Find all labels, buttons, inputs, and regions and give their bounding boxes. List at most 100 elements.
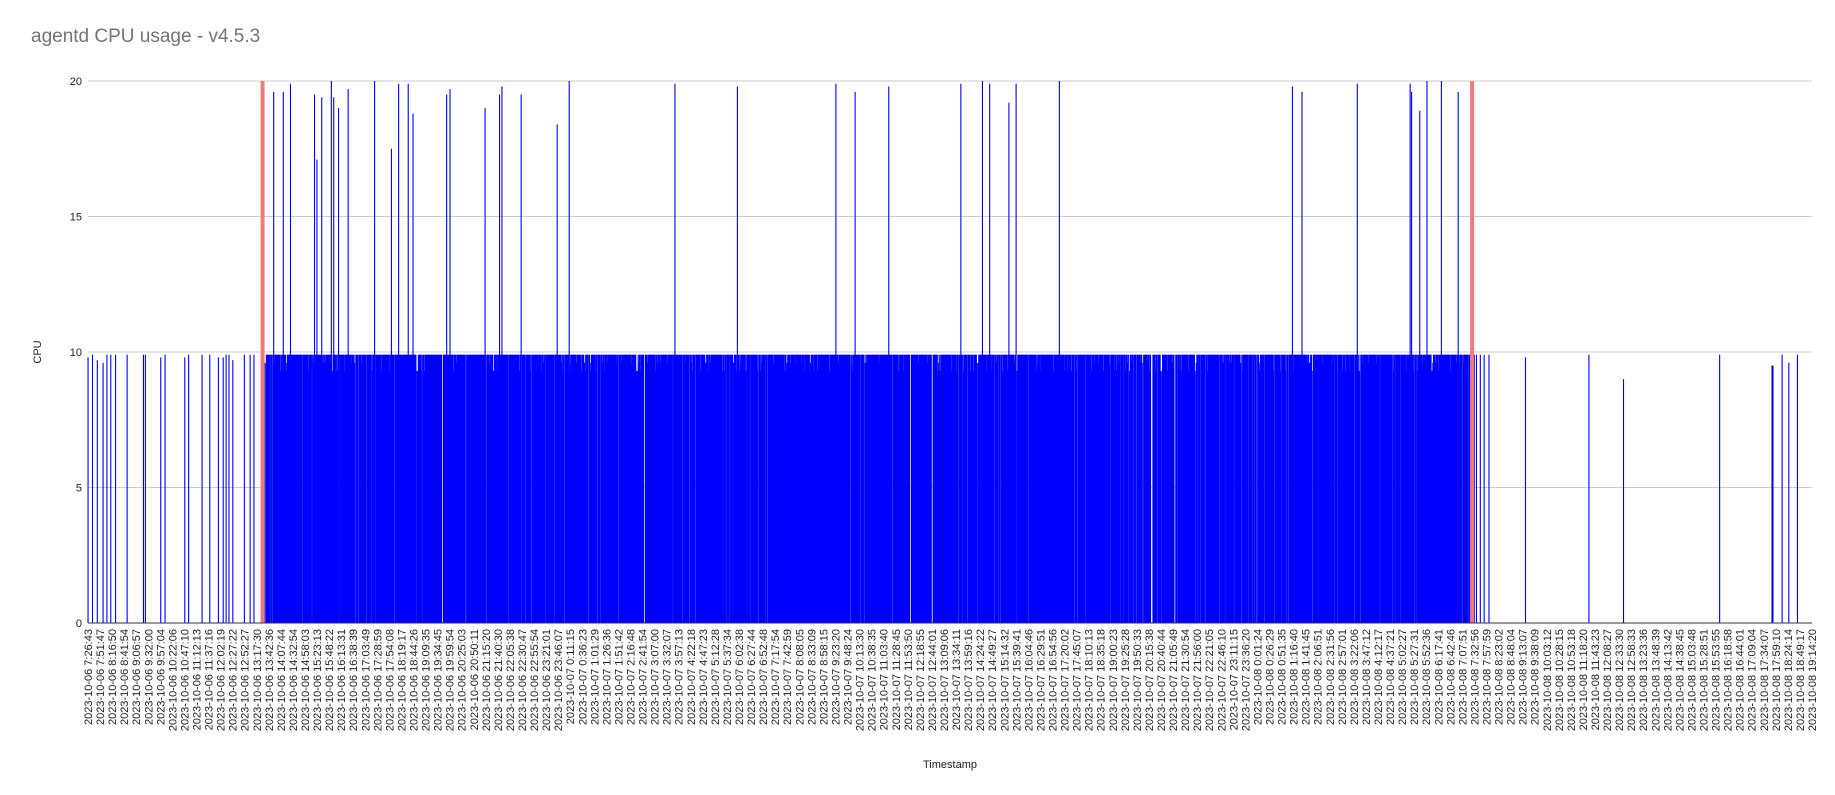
- bar: [1062, 354, 1064, 623]
- bar: [582, 354, 584, 623]
- bar: [1203, 354, 1205, 623]
- x-tick-label: 2023-10-08 13:48:39: [1650, 629, 1662, 731]
- bar: [908, 354, 910, 623]
- bar: [1121, 354, 1123, 623]
- bar: [1268, 354, 1271, 623]
- bar: [1229, 354, 1231, 623]
- bar: [651, 354, 653, 623]
- bar: [429, 354, 431, 623]
- bar: [504, 354, 506, 623]
- bar: [393, 354, 395, 623]
- bar: [640, 370, 642, 623]
- bar: [1049, 354, 1051, 623]
- bar: [804, 370, 806, 623]
- bar: [705, 362, 707, 623]
- bar: [1082, 354, 1084, 623]
- bar: [953, 354, 955, 623]
- bar: [1390, 354, 1392, 623]
- bar: [784, 354, 786, 623]
- bar: [1214, 354, 1216, 623]
- bar: [644, 354, 646, 623]
- bar: [1381, 354, 1383, 623]
- bar: [475, 354, 477, 623]
- bar: [403, 354, 405, 623]
- x-tick-label: 2023-10-07 1:51:42: [613, 629, 625, 725]
- bar: [1285, 354, 1287, 623]
- bar: [1096, 354, 1098, 623]
- bar: [707, 354, 709, 623]
- bar: [586, 354, 588, 623]
- bar: [1236, 354, 1238, 623]
- bar: [1115, 354, 1117, 623]
- bar: [1400, 354, 1402, 623]
- bar: [607, 354, 609, 623]
- bar: [288, 354, 290, 623]
- bar: [1524, 357, 1527, 623]
- bar: [560, 362, 562, 623]
- bar: [963, 354, 965, 623]
- bar: [1244, 354, 1246, 623]
- bar: [1044, 354, 1046, 623]
- bar: [1407, 354, 1409, 623]
- bar: [700, 370, 702, 623]
- bar: [945, 354, 947, 623]
- bar: [1210, 354, 1212, 623]
- bar: [552, 354, 555, 623]
- bar: [480, 354, 482, 623]
- bar: [1442, 354, 1444, 623]
- bar: [543, 354, 546, 623]
- bar: [567, 354, 570, 623]
- bar: [1129, 354, 1131, 623]
- x-tick-label: 2023-10-07 18:10:13: [1084, 629, 1096, 731]
- bar: [1462, 362, 1465, 623]
- x-tick-label: 2023-10-06 9:32:00: [143, 629, 155, 725]
- bar: [1004, 354, 1006, 623]
- bar: [453, 370, 455, 623]
- bar: [1115, 370, 1117, 623]
- bar: [1293, 354, 1295, 623]
- bar: [1439, 354, 1441, 623]
- bar: [626, 354, 628, 623]
- bar: [887, 354, 889, 623]
- bar: [863, 354, 865, 623]
- bar: [408, 354, 410, 623]
- bar: [448, 354, 450, 623]
- bar: [1458, 354, 1460, 623]
- bar: [1259, 354, 1262, 623]
- x-tick-label: 2023-10-07 11:53:50: [903, 629, 915, 730]
- bar: [732, 362, 734, 623]
- bar: [822, 354, 824, 623]
- bar: [998, 354, 1000, 623]
- bar: [673, 354, 675, 623]
- x-tick-label: 2023-10-06 18:19:17: [396, 629, 408, 731]
- bar: [846, 354, 848, 623]
- bar: [1354, 354, 1356, 623]
- bar: [1095, 354, 1098, 623]
- x-tick-label: 2023-10-08 12:58:33: [1626, 629, 1638, 731]
- bar: [506, 354, 508, 623]
- bar: [1382, 354, 1384, 623]
- bar: [707, 370, 709, 623]
- bar: [764, 354, 766, 623]
- bar: [810, 354, 812, 623]
- bar: [1049, 354, 1051, 623]
- bar: [286, 362, 288, 623]
- bar: [1109, 362, 1111, 623]
- bar: [907, 354, 910, 623]
- bar: [1207, 354, 1209, 623]
- bar: [695, 354, 697, 623]
- bar: [933, 354, 935, 623]
- bar: [1421, 354, 1423, 623]
- bar: [1347, 354, 1349, 623]
- bar: [1198, 354, 1200, 623]
- bar: [396, 354, 398, 623]
- bar: [1321, 354, 1323, 623]
- bar: [837, 354, 839, 623]
- bar: [671, 354, 673, 623]
- bar: [406, 354, 408, 623]
- bar: [900, 354, 902, 623]
- bar: [1181, 370, 1183, 623]
- bar: [1007, 354, 1009, 623]
- bar: [455, 362, 457, 623]
- bar: [844, 354, 846, 623]
